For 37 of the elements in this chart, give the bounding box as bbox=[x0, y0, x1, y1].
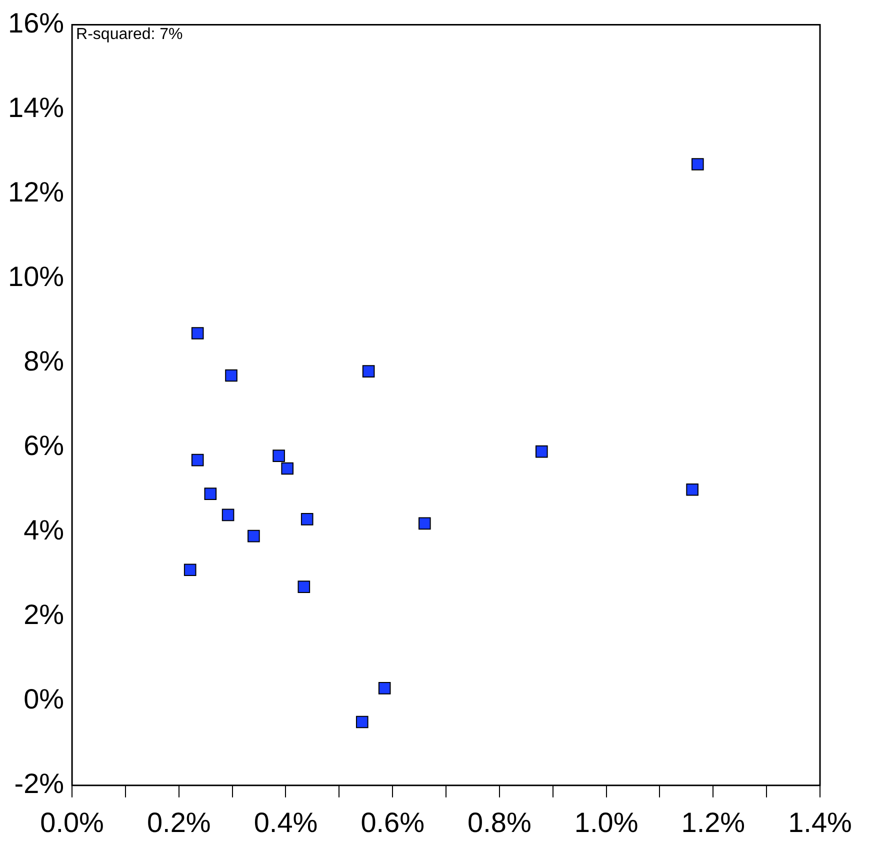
point bbox=[300, 513, 314, 526]
x-tick-label: 1.0% bbox=[574, 806, 638, 838]
x-tick-label: 0.2% bbox=[146, 806, 211, 838]
point bbox=[272, 450, 285, 462]
y-tick-label: -2% bbox=[14, 768, 64, 800]
point bbox=[191, 454, 204, 466]
point bbox=[184, 564, 196, 576]
y-tick-label: 6% bbox=[24, 430, 64, 462]
x-tick-label: 1.2% bbox=[681, 806, 746, 838]
point bbox=[204, 488, 217, 500]
point bbox=[378, 682, 391, 694]
x-tick-label: 1.4% bbox=[788, 806, 852, 838]
point bbox=[418, 517, 431, 530]
y-tick-label: 8% bbox=[24, 346, 64, 377]
point bbox=[298, 580, 310, 593]
y-tick-label: 0% bbox=[24, 684, 64, 715]
point bbox=[281, 462, 294, 475]
y-tick-label: 14% bbox=[8, 92, 64, 124]
y-tick-label: 10% bbox=[8, 261, 64, 292]
x-tick-label: 0.0% bbox=[40, 806, 104, 838]
point bbox=[356, 716, 368, 728]
point bbox=[222, 508, 234, 522]
y-tick-label: 2% bbox=[24, 599, 64, 630]
point bbox=[225, 369, 238, 382]
point bbox=[692, 158, 704, 170]
point bbox=[248, 530, 260, 542]
point bbox=[535, 445, 548, 458]
y-tick-label: 12% bbox=[8, 176, 64, 208]
x-tick-label: 0.6% bbox=[360, 806, 425, 838]
y-tick-label: 16% bbox=[8, 8, 64, 39]
x-tick-label: 0.4% bbox=[254, 806, 318, 838]
x-tick-label: 0.8% bbox=[468, 806, 532, 838]
y-tick-label: 4% bbox=[24, 514, 64, 546]
point bbox=[191, 327, 204, 340]
annotation: R-squared: 7% bbox=[76, 26, 183, 44]
point bbox=[362, 365, 375, 378]
point bbox=[686, 483, 698, 496]
